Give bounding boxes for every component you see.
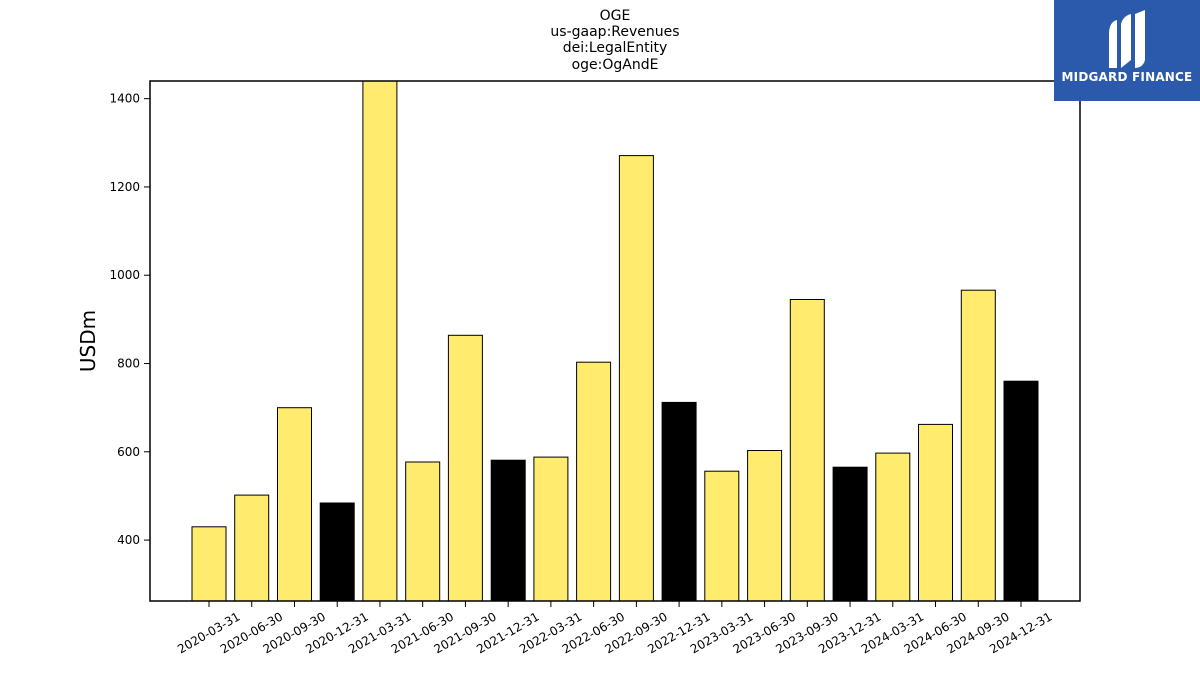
bars-group	[191, 80, 1039, 602]
bar-2022-09-30	[618, 155, 654, 602]
title-line-2: us-gaap:Revenues	[550, 24, 679, 40]
chart-title: OGE us-gaap:Revenues dei:LegalEntity oge…	[550, 8, 679, 73]
y-axis-label: USDm	[76, 310, 100, 372]
bar-2022-12-31	[661, 401, 697, 602]
bar-2023-09-30	[789, 299, 825, 602]
y-tick-label: 1200	[109, 180, 140, 194]
bar-2020-12-31	[319, 502, 355, 602]
title-line-1: OGE	[600, 8, 631, 24]
bar-2024-12-31	[1003, 380, 1039, 602]
bar-2023-12-31	[832, 466, 868, 602]
bar-2022-06-30	[576, 361, 612, 602]
y-tick-label: 800	[117, 357, 140, 371]
title-line-3: dei:LegalEntity	[563, 40, 668, 56]
y-tick-label: 1000	[109, 268, 140, 282]
bar-2021-06-30	[405, 461, 441, 602]
y-tick-label: 600	[117, 445, 140, 459]
y-axis: 400 600 800 1000 1200 1400	[109, 92, 150, 547]
plot-frame	[149, 80, 1081, 602]
bar-2024-03-31	[875, 452, 911, 602]
bar-2021-12-31	[490, 459, 526, 602]
bar-2021-03-31	[362, 80, 398, 602]
x-axis: 2020-03-312020-06-302020-09-302020-12-31…	[175, 601, 1055, 656]
bar-2023-06-30	[747, 450, 783, 602]
bar-2020-06-30	[234, 494, 270, 602]
logo-text: MIDGARD FINANCE	[1061, 70, 1193, 84]
bar-2022-03-31	[533, 456, 569, 602]
y-tick-label: 1400	[109, 92, 140, 106]
bar-2024-09-30	[960, 289, 996, 602]
bar-2020-09-30	[277, 407, 312, 602]
logo-mark-icon	[1109, 10, 1145, 68]
bar-2021-09-30	[447, 334, 483, 602]
midgard-finance-logo: MIDGARD FINANCE	[1054, 0, 1200, 101]
bar-2024-06-30	[918, 423, 953, 602]
title-line-4: oge:OgAndE	[572, 57, 659, 73]
y-tick-label: 400	[117, 533, 140, 547]
bar-2023-03-31	[704, 470, 740, 602]
bar-2020-03-31	[191, 526, 227, 602]
